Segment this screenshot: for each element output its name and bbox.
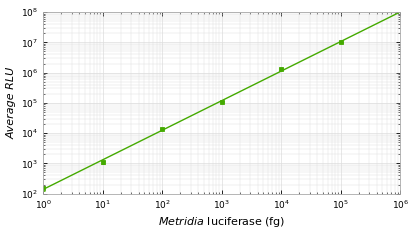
X-axis label: $\it{Metridia}$ luciferase (fg): $\it{Metridia}$ luciferase (fg) — [158, 215, 285, 229]
Y-axis label: Average RLU: Average RLU — [7, 67, 17, 139]
